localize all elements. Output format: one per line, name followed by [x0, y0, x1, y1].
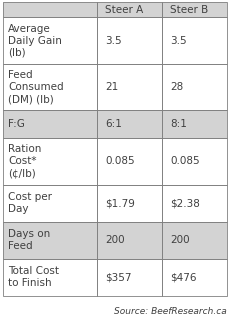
Bar — [161, 110, 226, 138]
Bar — [97, 222, 161, 259]
Bar — [97, 184, 161, 222]
Bar — [3, 64, 97, 110]
Bar — [161, 2, 226, 17]
Bar — [161, 222, 226, 259]
Bar — [161, 64, 226, 110]
Text: Total Cost
to Finish: Total Cost to Finish — [8, 266, 59, 288]
Text: 3.5: 3.5 — [105, 36, 121, 46]
Bar — [97, 17, 161, 64]
Bar — [97, 110, 161, 138]
Bar — [3, 184, 97, 222]
Text: Ration
Cost*
(¢/lb): Ration Cost* (¢/lb) — [8, 144, 41, 178]
Bar — [3, 259, 97, 296]
Text: 3.5: 3.5 — [169, 36, 186, 46]
Bar — [3, 17, 97, 64]
Bar — [3, 2, 97, 17]
Text: Cost per
Day: Cost per Day — [8, 192, 52, 214]
Text: Feed
Consumed
(DM) (lb): Feed Consumed (DM) (lb) — [8, 70, 63, 104]
Bar — [3, 138, 97, 184]
Bar — [97, 222, 161, 259]
Bar — [3, 138, 97, 184]
Bar — [97, 64, 161, 110]
Text: Average
Daily Gain
(lb): Average Daily Gain (lb) — [8, 24, 62, 58]
Text: Steer A: Steer A — [105, 5, 143, 15]
Text: Source: BeefResearch.ca: Source: BeefResearch.ca — [114, 307, 226, 316]
Bar — [161, 184, 226, 222]
Text: 21: 21 — [105, 82, 118, 92]
Text: 0.085: 0.085 — [105, 156, 134, 166]
Bar — [3, 259, 97, 296]
Bar — [97, 17, 161, 64]
Bar — [161, 138, 226, 184]
Bar — [97, 110, 161, 138]
Bar — [3, 17, 97, 64]
Text: 200: 200 — [105, 235, 124, 245]
Text: F:G: F:G — [8, 119, 25, 129]
Text: 0.085: 0.085 — [169, 156, 199, 166]
Bar — [3, 110, 97, 138]
Bar — [3, 64, 97, 110]
Bar — [161, 64, 226, 110]
Bar — [97, 2, 161, 17]
Bar — [161, 184, 226, 222]
Bar — [161, 259, 226, 296]
Text: 6:1: 6:1 — [105, 119, 121, 129]
Bar — [161, 138, 226, 184]
Text: $357: $357 — [105, 272, 131, 282]
Text: $476: $476 — [169, 272, 196, 282]
Bar — [3, 2, 97, 17]
Bar — [97, 64, 161, 110]
Bar — [161, 259, 226, 296]
Text: 200: 200 — [169, 235, 189, 245]
Bar — [161, 2, 226, 17]
Bar — [97, 259, 161, 296]
Bar — [3, 222, 97, 259]
Text: 28: 28 — [169, 82, 183, 92]
Bar — [3, 222, 97, 259]
Bar — [97, 259, 161, 296]
Text: $1.79: $1.79 — [105, 198, 134, 208]
Bar — [97, 184, 161, 222]
Bar — [161, 110, 226, 138]
Bar — [97, 138, 161, 184]
Text: Steer B: Steer B — [169, 5, 207, 15]
Bar — [161, 17, 226, 64]
Bar — [161, 17, 226, 64]
Bar — [3, 110, 97, 138]
Bar — [97, 138, 161, 184]
Text: 8:1: 8:1 — [169, 119, 186, 129]
Text: Days on
Feed: Days on Feed — [8, 229, 50, 251]
Bar — [161, 222, 226, 259]
Text: $2.38: $2.38 — [169, 198, 199, 208]
Bar — [97, 2, 161, 17]
Bar — [3, 184, 97, 222]
